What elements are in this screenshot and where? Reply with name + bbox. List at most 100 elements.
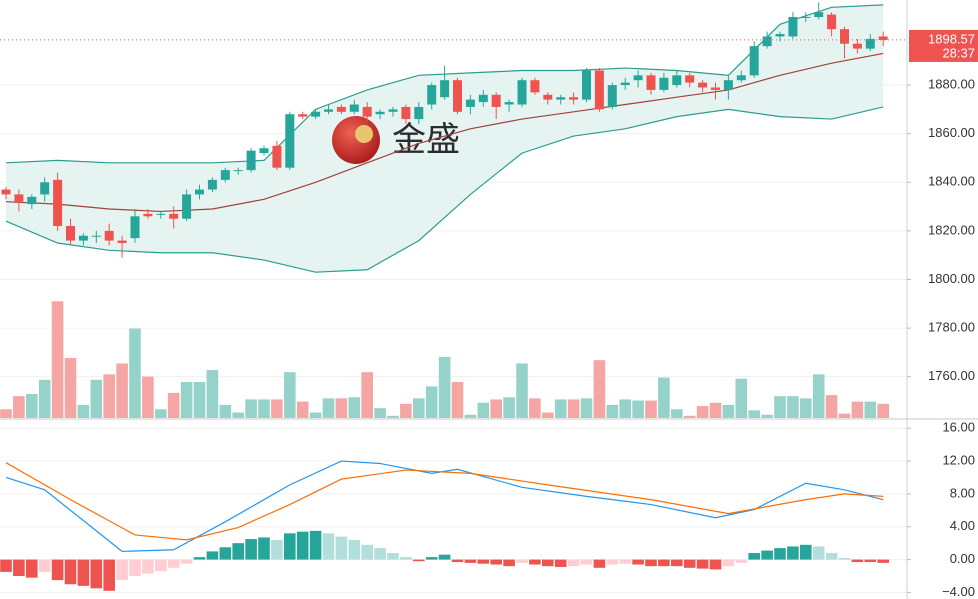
- volume-bar: [490, 399, 502, 418]
- candle-body: [865, 38, 875, 49]
- volume-bar: [361, 372, 373, 418]
- macd-histogram-bar: [90, 559, 103, 589]
- candle-body: [685, 75, 695, 83]
- volume-bar: [374, 408, 386, 418]
- volume-bar: [696, 406, 709, 418]
- volume-bar: [51, 301, 64, 418]
- macd-histogram-bar: [438, 554, 451, 560]
- macd-histogram-bar: [51, 559, 64, 581]
- volume-bar: [825, 395, 838, 418]
- macd-histogram-bar: [167, 559, 180, 568]
- volume-bar: [167, 392, 180, 418]
- macd-histogram-bar: [709, 559, 722, 570]
- macd-histogram-bar: [632, 559, 644, 565]
- candle-body: [775, 34, 785, 37]
- macd-histogram-bar: [425, 557, 438, 560]
- macd-histogram-bar: [322, 533, 335, 560]
- macd-histogram-bar: [735, 559, 748, 563]
- candle-body: [311, 111, 321, 117]
- candle-body: [259, 148, 269, 154]
- volume-bar: [413, 398, 425, 418]
- candle-body: [298, 114, 308, 117]
- candle-body: [814, 12, 824, 18]
- macd-histogram-bar: [258, 537, 270, 560]
- volume-bar: [322, 398, 335, 418]
- volume-bar: [425, 386, 438, 418]
- candle-body: [285, 114, 295, 168]
- macd-histogram-bar: [142, 559, 154, 574]
- y-tick-label: 16.00: [942, 420, 975, 435]
- candle-body: [130, 216, 140, 239]
- candle-body: [453, 80, 462, 112]
- candle-body: [827, 14, 837, 30]
- volume-bar: [812, 374, 825, 418]
- candle-body: [40, 182, 50, 195]
- volume-bar: [193, 382, 206, 418]
- candle-body: [182, 194, 192, 219]
- macd-histogram-bar: [671, 559, 683, 567]
- volume-bar: [90, 379, 103, 418]
- macd-histogram-bar: [774, 548, 786, 560]
- band-fill: [6, 4, 884, 273]
- candle-body: [272, 145, 282, 168]
- candle-body: [788, 17, 798, 37]
- candle-body: [736, 75, 746, 81]
- macd-histogram-bar: [374, 548, 386, 560]
- macd-histogram-bar: [851, 559, 864, 563]
- macd-histogram-bar: [38, 559, 51, 572]
- volume-bar: [645, 400, 657, 418]
- macd-histogram-bar: [206, 551, 219, 560]
- macd-histogram-bar: [877, 559, 889, 563]
- macd-histogram-bar: [722, 559, 735, 567]
- macd-histogram-bar: [26, 559, 38, 578]
- macd-histogram-bar: [348, 539, 361, 560]
- candle-body: [646, 75, 656, 90]
- candle-body: [53, 179, 63, 227]
- candle-body: [440, 80, 450, 98]
- macd-histogram-bar: [800, 544, 812, 560]
- candle-body: [324, 109, 333, 112]
- macd-histogram-bar: [683, 559, 696, 568]
- macd-dea-line: [5, 462, 884, 541]
- volume-bar: [77, 404, 90, 418]
- volume-bar: [38, 379, 51, 418]
- candle-body: [401, 106, 411, 120]
- logo-center: [355, 125, 373, 143]
- volume-bar: [271, 399, 283, 418]
- volume-bar: [800, 398, 812, 418]
- macd-histogram-bar: [296, 531, 309, 560]
- candle-body: [336, 106, 346, 112]
- macd-histogram-bar: [155, 559, 167, 572]
- volume-bar: [348, 397, 361, 418]
- candle-body: [659, 77, 669, 90]
- logo: [332, 116, 380, 164]
- volume-bar: [864, 401, 877, 418]
- volume-bar: [400, 403, 412, 418]
- macd-histogram-bar: [554, 559, 567, 567]
- volume-bar: [567, 399, 580, 418]
- candle-body: [711, 87, 720, 90]
- volume-bar: [387, 415, 399, 418]
- candle-body: [852, 43, 862, 49]
- volume-bar: [542, 412, 554, 418]
- macd-histogram-bar: [619, 559, 631, 564]
- macd-histogram-bar: [593, 559, 606, 568]
- macd-histogram-bar: [180, 559, 193, 564]
- candle-body: [607, 85, 617, 107]
- volume-bar: [284, 372, 296, 418]
- y-tick-label: 8.00: [950, 485, 975, 500]
- y-tick-label: 1860.00: [928, 125, 975, 140]
- candle-body: [762, 36, 772, 47]
- candle-body: [246, 150, 256, 171]
- volume-bar: [554, 399, 567, 418]
- watermark-text: 金盛: [392, 121, 460, 159]
- macd-histogram-bar: [219, 547, 232, 560]
- macd-histogram-bar: [400, 557, 412, 560]
- macd-dif-line: [5, 460, 884, 552]
- macd-histogram-bar: [284, 533, 296, 560]
- candle-body: [220, 170, 230, 180]
- candle-body: [633, 75, 643, 81]
- macd-histogram-bar: [567, 559, 580, 567]
- macd-histogram-bar: [451, 559, 464, 563]
